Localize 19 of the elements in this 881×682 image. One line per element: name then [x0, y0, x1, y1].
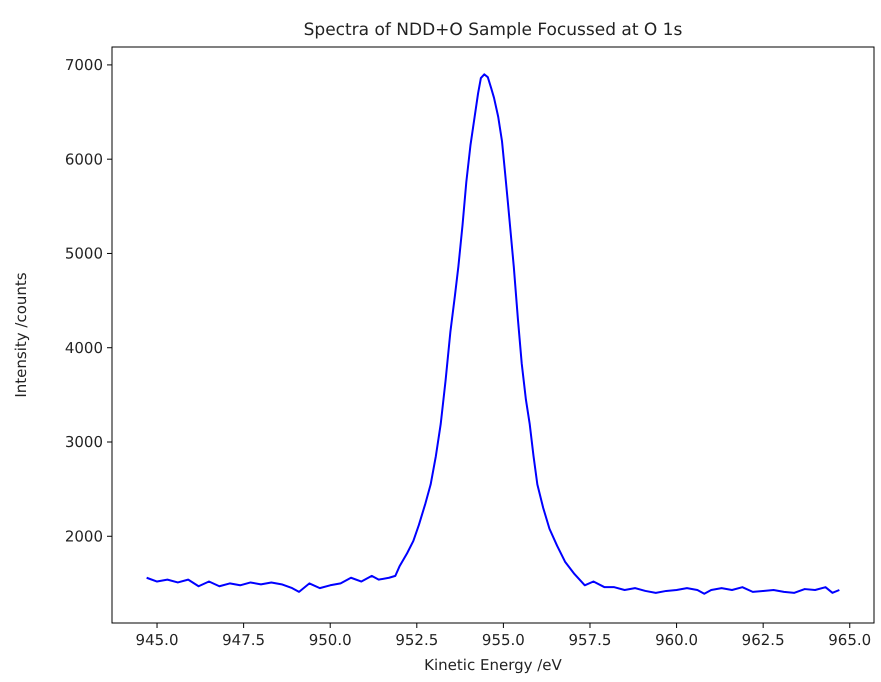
x-axis-title: Kinetic Energy /eV: [424, 656, 563, 674]
x-tick-label: 962.5: [742, 631, 785, 649]
x-tick-label: 960.0: [655, 631, 698, 649]
x-tick-label: 952.5: [395, 631, 438, 649]
y-axis-title: Intensity /counts: [12, 272, 30, 398]
x-tick-label: 955.0: [482, 631, 525, 649]
y-tick-label: 4000: [64, 338, 103, 357]
x-tick-label: 947.5: [222, 631, 266, 649]
x-tick-label: 945.0: [136, 631, 179, 649]
line-series: [146, 73, 840, 595]
y-tick-label: 6000: [64, 150, 103, 168]
y-tick-label: 7000: [64, 56, 103, 74]
y-tick-label: 3000: [64, 433, 103, 452]
x-tick-label: 965.0: [828, 631, 872, 649]
y-tick-label: 5000: [64, 244, 103, 263]
chart-title: Spectra of NDD+O Sample Focussed at O 1s: [304, 20, 683, 40]
y-tick-label: 2000: [64, 528, 103, 546]
x-tick-label: 957.5: [568, 631, 612, 649]
x-tick-label: 950.0: [308, 631, 352, 649]
